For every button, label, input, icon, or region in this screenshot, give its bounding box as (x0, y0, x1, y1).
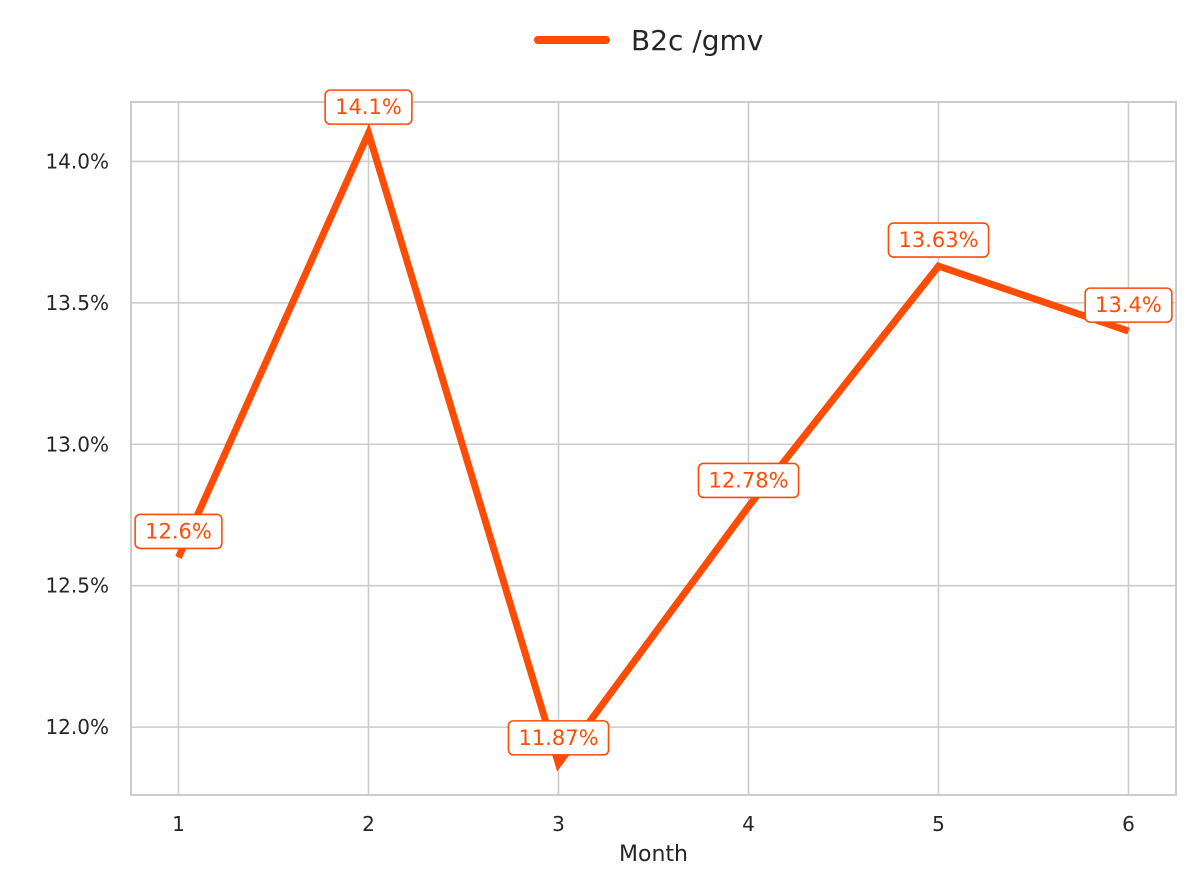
x-tick-label: 5 (932, 812, 945, 836)
data-label-text: 12.78% (708, 468, 788, 492)
data-label: 14.1% (324, 89, 413, 125)
legend: B2c /gmv (534, 24, 763, 57)
data-label-text: 13.63% (898, 228, 978, 252)
x-tick-label: 3 (552, 812, 565, 836)
data-label-text: 11.87% (518, 726, 598, 750)
data-label-text: 12.6% (145, 519, 212, 543)
data-label-text: 13.4% (1095, 293, 1162, 317)
data-label: 12.78% (697, 462, 800, 499)
x-tick-label: 1 (172, 812, 185, 836)
x-axis-label: Month (619, 842, 688, 867)
y-tick-label: 12.0% (45, 715, 109, 739)
data-label: 11.87% (507, 720, 610, 756)
y-tick-label: 14.0% (45, 149, 109, 173)
series-line (175, 123, 1130, 772)
data-label-box (1084, 287, 1173, 323)
legend-label: B2c /gmv (631, 24, 763, 57)
data-label-box (324, 89, 413, 125)
data-label-box (507, 720, 610, 756)
data-label-box (697, 462, 800, 499)
y-tick-label: 13.5% (45, 291, 109, 315)
x-tick-label: 6 (1122, 812, 1135, 836)
data-label-box (887, 222, 990, 258)
data-label-box (134, 513, 223, 550)
data-label-text: 14.1% (335, 95, 402, 119)
data-labels: 12.6% 14.1% 11.87% 12.78% 13.63% 13.4% (134, 89, 1173, 756)
y-tick-label: 12.5% (45, 574, 109, 598)
data-label: 13.4% (1084, 287, 1173, 323)
x-tick-label: 4 (742, 812, 755, 836)
y-tick-label: 13.0% (45, 432, 109, 456)
plot-area-frame (130, 101, 1177, 796)
grid-lines (131, 102, 1176, 795)
data-label: 12.6% (134, 513, 223, 550)
series-lines (175, 123, 1130, 772)
data-label: 13.63% (887, 222, 990, 258)
y-axis-ticks: 12.0% 12.5% 13.0% 13.5% 14.0% (45, 149, 109, 739)
x-tick-label: 2 (362, 812, 375, 836)
x-axis-ticks: 1 2 3 4 5 6 (172, 812, 1135, 836)
